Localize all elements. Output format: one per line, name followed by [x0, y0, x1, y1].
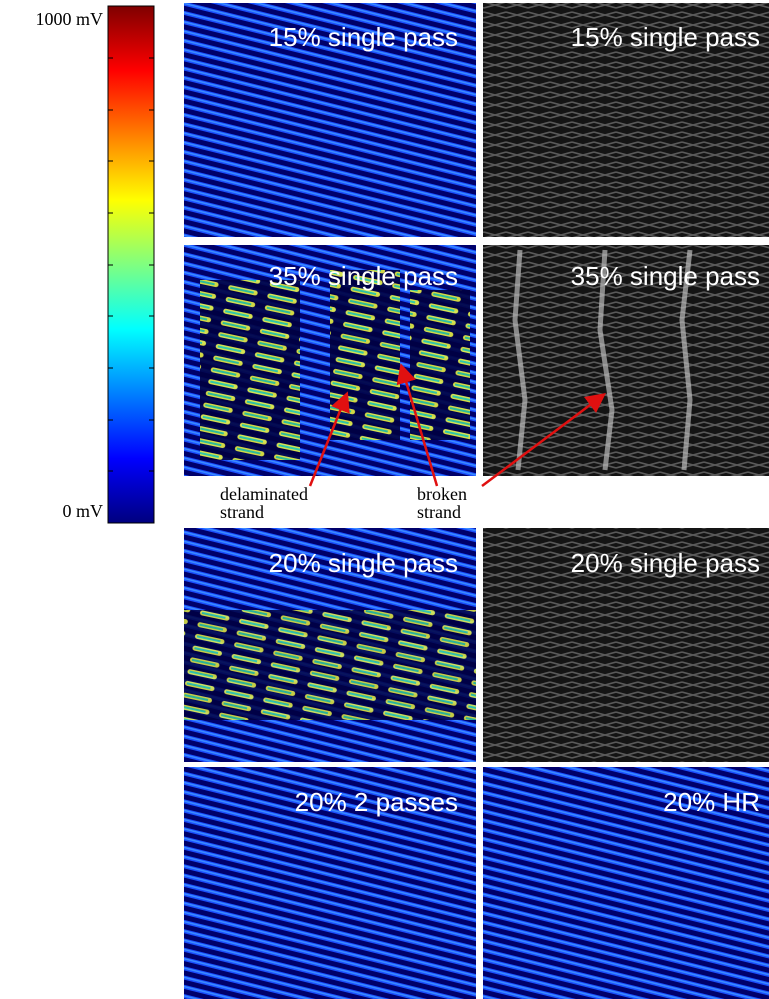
scan-panel [483, 767, 769, 999]
image-cracks [512, 249, 693, 471]
panel-label: 20% single pass [571, 548, 760, 578]
image-panel [483, 3, 769, 237]
panel-label: 15% single pass [269, 22, 458, 52]
annotation: strand [220, 502, 264, 522]
panel-label: 35% single pass [571, 261, 760, 291]
scan-highlights [200, 270, 470, 460]
panel-label: 35% single pass [269, 261, 458, 291]
colorbar [107, 5, 155, 524]
scan-panel [184, 3, 476, 237]
colorbar-min-label: 0 mV [63, 501, 104, 521]
annotation: broken [417, 484, 467, 504]
scan-highlights [184, 610, 476, 720]
colorbar-ticks [108, 57, 154, 472]
panel-label: 20% 2 passes [295, 787, 458, 817]
annotation: strand [417, 502, 461, 522]
panel-label: 20% HR [663, 787, 760, 817]
colorbar-max-label: 1000 mV [36, 9, 104, 29]
scan-panel [184, 767, 476, 999]
panel-label: 15% single pass [571, 22, 760, 52]
annotation: delaminated [220, 484, 308, 504]
arrows [308, 363, 606, 487]
image-panel [483, 528, 769, 762]
image-panel [483, 245, 769, 476]
panel-label: 20% single pass [269, 548, 458, 578]
